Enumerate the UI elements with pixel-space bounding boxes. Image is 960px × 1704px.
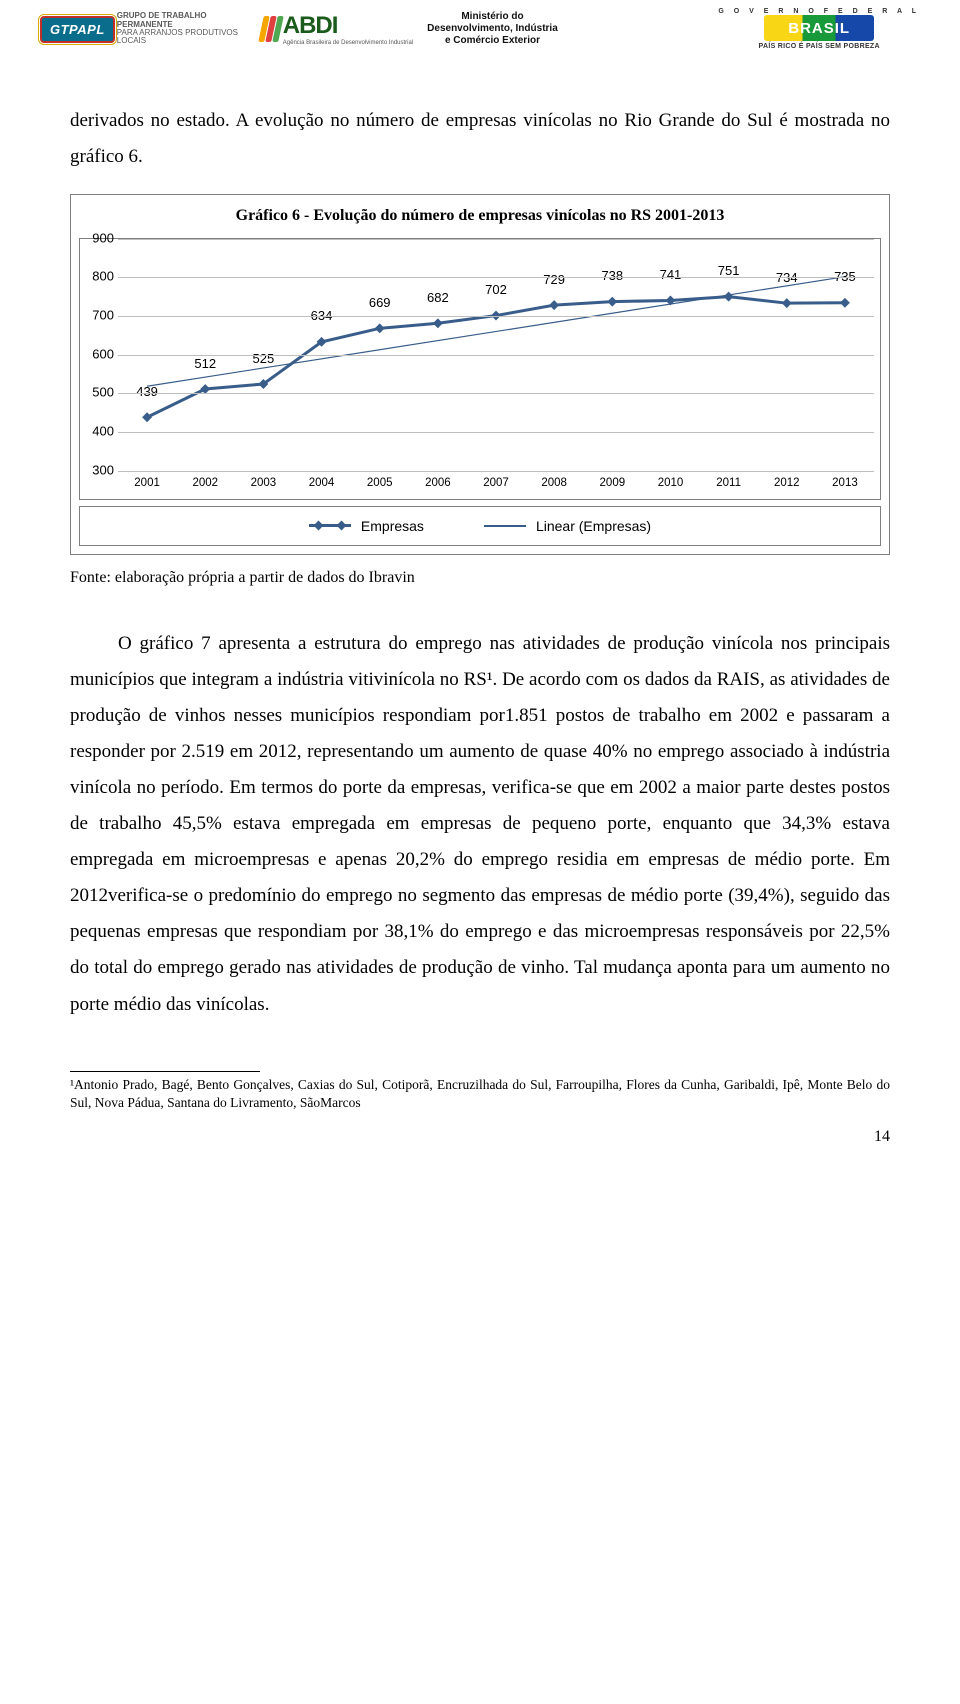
gridline (118, 393, 874, 394)
legend-series-label: Empresas (361, 513, 424, 540)
body-paragraph: O gráfico 7 apresenta a estrutura do emp… (70, 626, 890, 1023)
page-header: GTPAPL Grupo de Trabalho Permanente para… (0, 0, 960, 54)
data-point-label: 741 (660, 263, 682, 288)
data-point-label: 525 (253, 347, 275, 372)
y-tick-label: 300 (84, 458, 114, 483)
brasil-top: G O V E R N O F E D E R A L (718, 8, 920, 15)
y-tick-label: 700 (84, 304, 114, 329)
x-tick-label: 2002 (176, 473, 234, 495)
x-tick-label: 2006 (409, 473, 467, 495)
x-tick-label: 2004 (292, 473, 350, 495)
y-tick-label: 900 (84, 226, 114, 251)
legend-series-swatch-icon (309, 524, 351, 527)
data-point-label: 439 (136, 380, 158, 405)
gridline (118, 316, 874, 317)
data-point-label: 751 (718, 259, 740, 284)
ministry-l2: Desenvolvimento, Indústria (427, 23, 558, 35)
chart-plot-area: 439512525634669682702729738741751734735 … (79, 238, 881, 500)
y-tick-label: 600 (84, 342, 114, 367)
abdi-mark-icon (261, 16, 281, 42)
y-tick-label: 500 (84, 381, 114, 406)
x-tick-label: 2013 (816, 473, 874, 495)
abdi-text: ABDI (283, 12, 413, 40)
y-tick-label: 400 (84, 420, 114, 445)
x-tick-label: 2009 (583, 473, 641, 495)
x-tick-label: 2012 (758, 473, 816, 495)
legend-trend-swatch-icon (484, 525, 526, 527)
ministry-l3: e Comércio Exterior (427, 35, 558, 47)
x-tick-label: 2003 (234, 473, 292, 495)
chart-source: Fonte: elaboração própria a partir de da… (70, 563, 890, 593)
ministry-label: Ministério do Desenvolvimento, Indústria… (427, 11, 558, 47)
ministry-l1: Ministério do (427, 11, 558, 23)
gtpapl-logo: GTPAPL Grupo de Trabalho Permanente para… (40, 12, 247, 46)
footnote-text: ¹Antonio Prado, Bagé, Bento Gonçalves, C… (70, 1076, 890, 1112)
legend-series: Empresas (309, 513, 424, 540)
legend-trend: Linear (Empresas) (484, 513, 651, 540)
chart-x-axis: 2001200220032004200520062007200820092010… (118, 473, 874, 495)
x-tick-label: 2008 (525, 473, 583, 495)
gridline (118, 355, 874, 356)
gtpapl-caption: Grupo de Trabalho Permanente para Arranj… (117, 12, 247, 46)
x-tick-label: 2007 (467, 473, 525, 495)
footnote-separator (70, 1071, 260, 1072)
gridline (118, 277, 874, 278)
gtpapl-line2: para Arranjos Produtivos Locais (117, 29, 247, 46)
page-number: 14 (70, 1122, 890, 1152)
chart-legend: Empresas Linear (Empresas) (79, 506, 881, 547)
abdi-sub: Agência Brasileira de Desenvolvimento In… (283, 40, 413, 46)
abdi-logo: ABDI Agência Brasileira de Desenvolvimen… (261, 12, 413, 46)
data-point-label: 682 (427, 286, 449, 311)
gridline (118, 471, 874, 472)
brasil-tagline: PAÍS RICO É PAÍS SEM POBREZA (759, 43, 880, 50)
brasil-logo: G O V E R N O F E D E R A L BRASIL PAÍS … (718, 8, 920, 50)
x-tick-label: 2011 (700, 473, 758, 495)
gtpapl-line1: Grupo de Trabalho Permanente (117, 12, 247, 29)
legend-trend-label: Linear (Empresas) (536, 513, 651, 540)
page-body: derivados no estado. A evolução no númer… (0, 54, 960, 1192)
x-tick-label: 2010 (641, 473, 699, 495)
y-tick-label: 800 (84, 265, 114, 290)
brasil-flag-icon: BRASIL (764, 15, 874, 41)
data-point-label: 729 (543, 268, 565, 293)
gridline (118, 432, 874, 433)
gridline (118, 239, 874, 240)
intro-paragraph: derivados no estado. A evolução no númer… (70, 103, 890, 175)
gtpapl-badge: GTPAPL (40, 16, 115, 43)
x-tick-label: 2005 (351, 473, 409, 495)
chart-container: Gráfico 6 - Evolução do número de empres… (70, 194, 890, 555)
chart-title: Gráfico 6 - Evolução do número de empres… (79, 201, 881, 231)
data-point-label: 702 (485, 278, 507, 303)
x-tick-label: 2001 (118, 473, 176, 495)
data-point-label: 669 (369, 291, 391, 316)
